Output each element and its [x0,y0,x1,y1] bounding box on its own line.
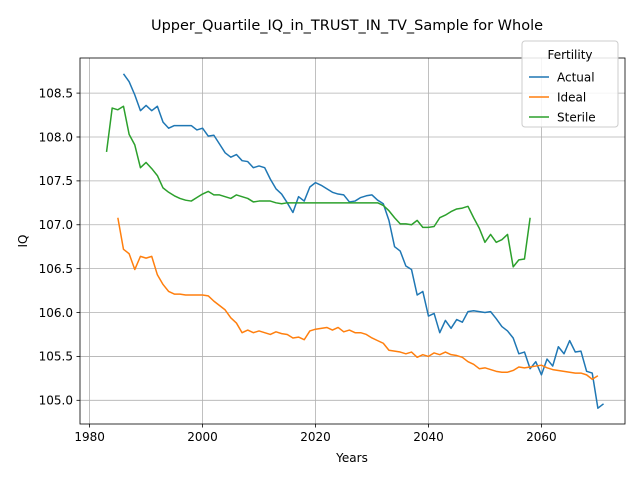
series-line-sterile [105,105,531,268]
y-tick-label: 105.5 [39,350,73,364]
y-tick-label: 106.0 [39,306,73,320]
y-axis-label: IQ [16,235,30,248]
y-tick-label: 106.5 [39,262,73,276]
legend-label-sterile: Sterile [557,110,596,124]
x-tick-label: 2020 [300,430,331,444]
y-tick-label: 107.0 [39,218,73,232]
legend-box [521,40,619,128]
legend-label-ideal: Ideal [557,90,586,104]
y-tick-label: 105.0 [39,394,73,408]
x-tick-label: 2040 [413,430,444,444]
legend: Fertility Actual Ideal Sterile [521,40,619,128]
series-line-ideal [117,217,599,380]
x-axis-label: Years [335,451,368,465]
y-tick-label: 107.5 [39,174,73,188]
legend-title: Fertility [547,48,592,62]
y-axis: 105.0 105.5 106.0 106.5 107.0 107.5 108.0 108.5 [39,86,80,408]
plot-frame [79,57,626,425]
x-tick-label: 1980 [74,430,105,444]
chart-title: Upper_Quartile_IQ_in_TRUST_IN_TV_Sample … [151,18,543,34]
y-tick-label: 108.0 [39,130,73,144]
grid-lines [80,58,625,424]
x-tick-label: 2060 [526,430,557,444]
series-line-actual [122,73,605,409]
legend-label-actual: Actual [557,70,595,84]
y-tick-label: 108.5 [39,86,73,100]
x-tick-label: 2000 [187,430,218,444]
x-axis: 1980 2000 2020 2040 2060 [74,424,557,444]
series-layer [105,73,605,409]
